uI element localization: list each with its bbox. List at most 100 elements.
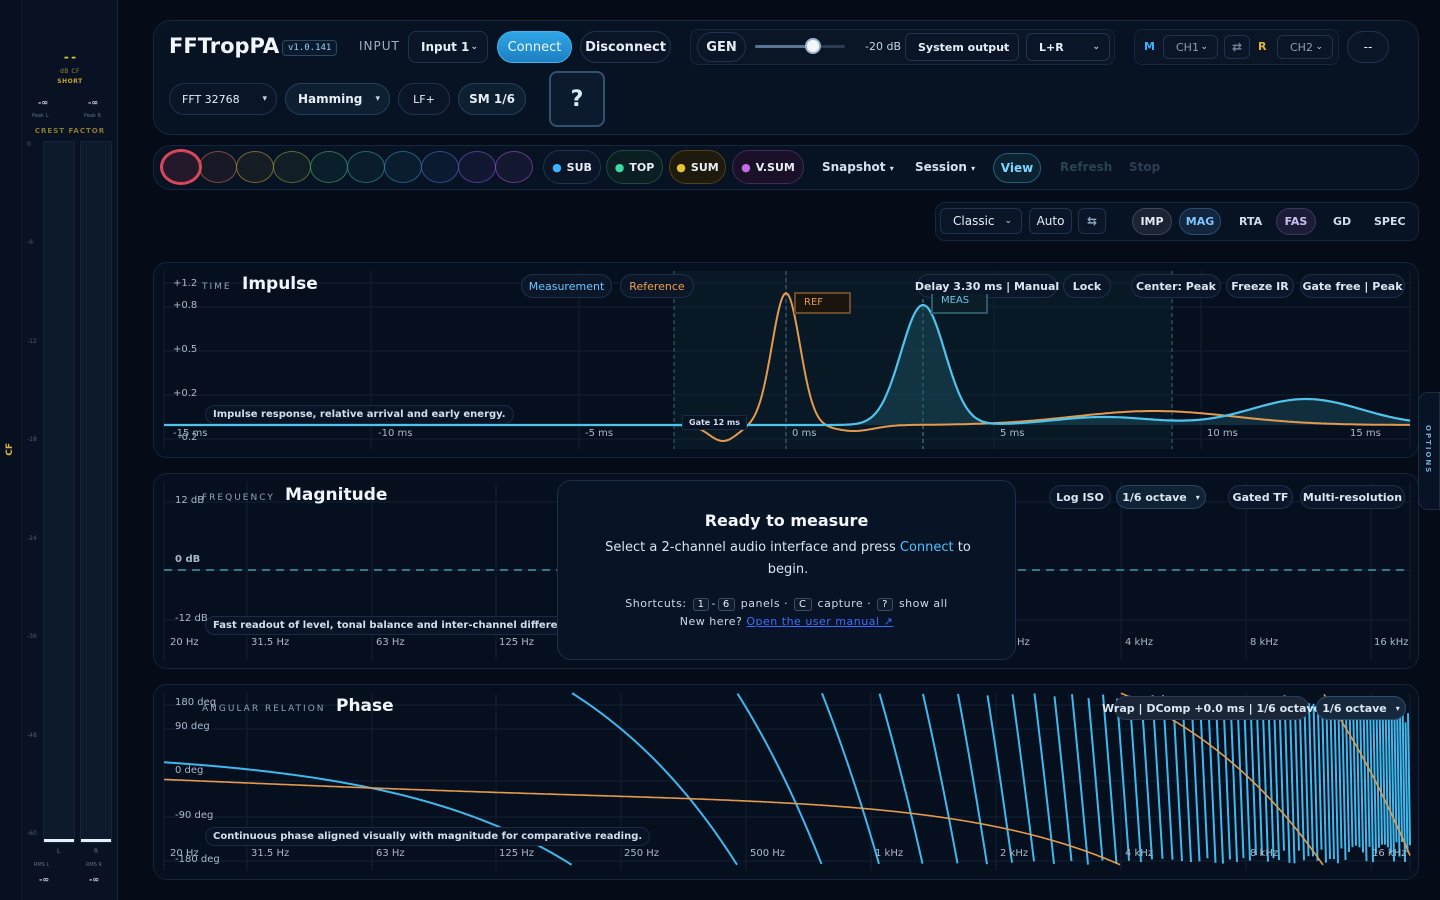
input-label: INPUT [359,39,400,53]
lock-button[interactable]: Lock [1063,274,1111,298]
magnitude-title: Magnitude [285,485,388,505]
trace-slot[interactable] [273,151,311,183]
chevron-down-icon: ⌄ [1004,216,1012,226]
trace-slot[interactable] [310,151,348,183]
scale-tick: -48 [27,732,37,739]
channel-mode-select[interactable]: L+R ⌄ [1026,33,1110,61]
short-peak-readout: -- [62,50,78,64]
window-select[interactable]: Hamming ▾ [285,83,390,115]
reference-toggle[interactable]: Reference [620,274,694,298]
peak-l-value: -∞ [38,98,48,107]
trace-slot[interactable] [421,151,459,183]
meter-bar-right [80,141,112,843]
octave-select[interactable]: 1/6 octave ▾ [1116,485,1206,509]
options-tab[interactable]: OPTIONS [1418,392,1440,510]
chevron-down-icon: ▾ [262,94,267,104]
phase-settings-button[interactable]: Wrap | DComp +0.0 ms | 1/6 octave [1102,696,1321,720]
trace-slot[interactable] [347,151,385,183]
rms-r-label: RMS R [86,862,103,868]
vsum-label: V.SUM [755,160,795,174]
tab-imp[interactable]: IMP [1132,208,1172,235]
user-manual-link[interactable]: Open the user manual ↗ [746,615,894,628]
swap-icon: ⇆ [1086,214,1098,228]
scale-tick: -12 [27,338,37,345]
ch1-value: CH1 [1176,40,1199,54]
phase-chart[interactable]: 180 deg ANGULAR RELATION Phase Wrap | DC… [153,684,1419,880]
sum-label: SUM [690,160,719,174]
ch2-select[interactable]: CH2 ⌄ [1277,35,1333,59]
sub-button[interactable]: ● SUB [543,150,601,184]
y-tick: 0 dB [175,554,201,565]
trace-slot[interactable] [162,151,200,183]
trace-slot[interactable] [495,151,533,183]
scale-tick: -18 [27,436,37,443]
auto-button[interactable]: Auto [1029,208,1072,234]
fft-size-select[interactable]: FFT 32768 ▾ [169,83,277,115]
tab-mag[interactable]: MAG [1179,208,1221,235]
output-select[interactable]: System output ⌄ [905,33,1019,61]
center-peak-button[interactable]: Center: Peak [1131,274,1221,298]
y-tick: -12 dB [175,613,208,624]
sum-button[interactable]: ● SUM [669,150,726,184]
x-tick: Hz [1017,637,1030,648]
x-tick: 500 Hz [750,848,786,859]
refresh-button[interactable]: Refresh [1060,160,1113,174]
gen-level-slider[interactable] [755,38,845,54]
disconnect-button[interactable]: Disconnect [580,31,671,63]
phase-note: Continuous phase aligned visually with m… [205,827,651,846]
gate-mode-button[interactable]: Gate free | Peak [1300,274,1405,298]
message-part: Select a 2-channel audio interface and p… [605,540,900,555]
stop-button[interactable]: Stop [1129,160,1161,174]
tab-fas[interactable]: FAS [1276,208,1316,235]
slider-thumb[interactable] [805,38,821,54]
tab-spec[interactable]: SPEC [1374,215,1406,228]
chevron-down-icon: ▾ [971,164,976,173]
measurement-toggle[interactable]: Measurement [521,274,612,298]
key-range-dash: - [711,597,716,610]
display-mode-select[interactable]: Classic ⌄ [940,208,1022,234]
x-tick: 4 kHz [1125,637,1154,648]
lf-plus-button[interactable]: LF+ [398,83,450,115]
freeze-ir-button[interactable]: Freeze IR [1226,274,1294,298]
gated-tf-button[interactable]: Gated TF [1228,485,1293,509]
rms-l-label: RMS L [34,862,50,868]
scale-tick: -60 [27,830,37,837]
key-question: ? [877,598,893,611]
trace-slot[interactable] [458,151,496,183]
connect-button[interactable]: Connect [497,31,572,63]
connect-link[interactable]: Connect [899,540,954,555]
scale-tick: 0 [27,141,31,148]
trace-slot[interactable] [384,151,422,183]
smoothing-button[interactable]: SM 1/6 [458,83,526,115]
scale-tick: -36 [27,633,37,640]
vsum-button[interactable]: ● V.SUM [732,150,804,184]
view-button[interactable]: View [993,153,1041,183]
top-button[interactable]: ● TOP [606,150,663,184]
chevron-down-icon: ⌄ [470,42,478,52]
trace-slot[interactable] [236,151,274,183]
x-tick: 15 ms [1350,428,1381,439]
input-select[interactable]: Input 1 ⌄ [408,31,488,63]
chevron-down-icon: ⌄ [1315,42,1323,52]
m-label: M [1144,40,1155,53]
x-tick: 5 ms [1000,428,1025,439]
trace-slot[interactable] [199,151,237,183]
session-menu[interactable]: Session ▾ [915,160,975,174]
more-button[interactable]: -- [1347,31,1389,63]
tab-gd[interactable]: GD [1333,215,1352,228]
swap-view-button[interactable]: ⇆ [1078,208,1106,234]
magnitude-note: Fast readout of level, tonal balance and… [205,616,596,635]
cf-tab[interactable]: CF [5,443,15,456]
ch1-select[interactable]: CH1 ⌄ [1163,35,1218,59]
phase-octave-select[interactable]: 1/6 octave ▾ [1316,696,1406,720]
multires-button[interactable]: Multi-resolution [1300,485,1405,509]
snapshot-menu[interactable]: Snapshot ▾ [822,160,894,174]
x-tick: 4 kHz [1125,848,1154,859]
log-iso-button[interactable]: Log ISO [1049,485,1111,509]
impulse-chart[interactable]: TIME Impulse Measurement Reference Delay… [153,262,1419,458]
help-button[interactable]: ? [549,71,605,127]
x-tick: 20 Hz [170,637,199,648]
gen-button[interactable]: GEN [697,32,746,62]
swap-channels-button[interactable]: ⇄ [1224,35,1250,59]
tab-rta[interactable]: RTA [1239,215,1263,228]
